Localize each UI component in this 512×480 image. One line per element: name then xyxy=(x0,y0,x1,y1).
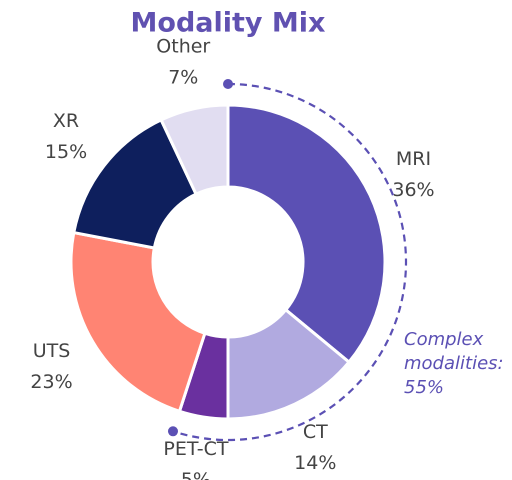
slice-value-label: 23% xyxy=(30,371,72,393)
annotation-dot xyxy=(167,426,178,437)
annotation-text: 55% xyxy=(404,377,444,398)
slice-label: PET-CT xyxy=(163,438,228,460)
annotation-text: modalities: xyxy=(404,353,504,374)
donut-slice xyxy=(69,230,207,414)
donut-slice xyxy=(159,103,230,197)
slice-label: MRI xyxy=(396,148,431,170)
slice-value-label: 36% xyxy=(392,179,434,201)
annotation-dot xyxy=(223,79,233,89)
donut-slice xyxy=(226,103,387,365)
slice-value-label: 15% xyxy=(45,141,87,163)
slice-label: CT xyxy=(303,421,328,443)
slice-value-label: 7% xyxy=(168,66,198,88)
chart-title: Modality Mix xyxy=(131,8,326,39)
slice-label: Other xyxy=(156,35,210,57)
slice-label: UTS xyxy=(33,340,71,362)
donut-slice xyxy=(72,117,199,250)
slice-value-label: 5% xyxy=(181,469,211,480)
slice-label: XR xyxy=(53,110,79,132)
annotation-arc xyxy=(172,82,408,442)
slice-value-label: 14% xyxy=(294,452,336,474)
annotation-text: Complex xyxy=(404,329,484,350)
